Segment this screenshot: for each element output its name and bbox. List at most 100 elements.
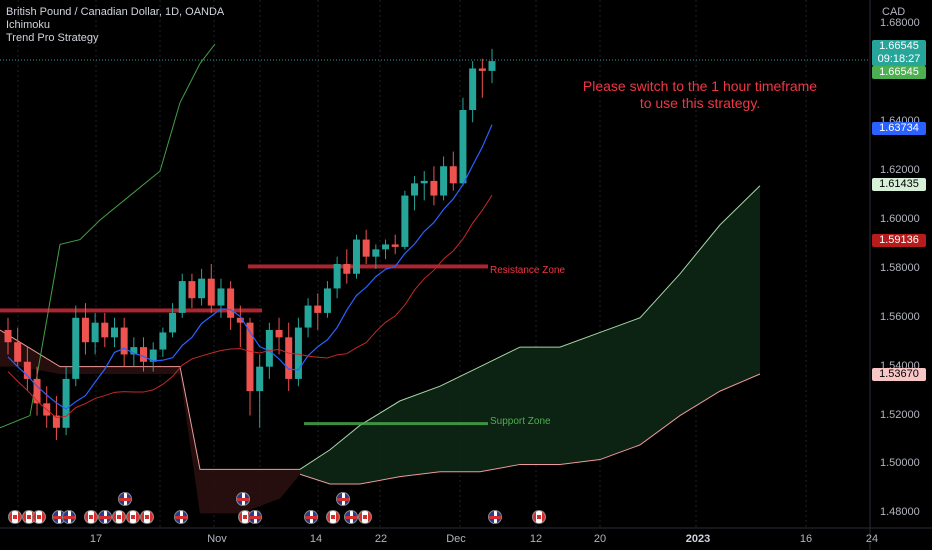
warning-line-2: to use this strategy.	[639, 95, 761, 111]
time-tick-label: 16	[799, 533, 813, 545]
candle-down	[120, 327, 128, 355]
conversion-line	[7, 124, 493, 410]
candle-up	[265, 330, 273, 367]
resistance-zone-left	[0, 308, 262, 313]
candle-up	[420, 180, 428, 184]
candle-up	[130, 347, 138, 355]
uk-flag-event-icon[interactable]	[98, 510, 112, 524]
ca-flag-event-icon[interactable]	[84, 510, 98, 524]
candle-down	[236, 317, 244, 323]
ca-flag-event-icon[interactable]	[140, 510, 154, 524]
ca-flag-event-icon[interactable]	[358, 510, 372, 524]
uk-flag-event-icon[interactable]	[336, 492, 350, 506]
price-tick-label: 1.48000	[880, 506, 920, 519]
candle-down	[391, 244, 399, 247]
ca-flag-event-icon[interactable]	[326, 510, 340, 524]
price-label: 1.59136	[872, 234, 926, 248]
candle-down	[449, 166, 457, 184]
currency-label: CAD	[882, 6, 906, 18]
candle-up	[440, 166, 448, 196]
price-label-value: 1.63734	[879, 121, 919, 134]
price-label: 1.61435	[872, 177, 926, 191]
support-zone	[304, 422, 488, 426]
candle-up	[256, 366, 264, 392]
candle-up	[178, 281, 186, 313]
resistance-zone-label: Resistance Zone	[490, 265, 566, 276]
price-tick-label: 1.52000	[880, 408, 920, 421]
indicator-ichimoku[interactable]: Ichimoku	[6, 19, 51, 31]
leading-span-b-past	[0, 329, 300, 470]
candle-down	[23, 361, 31, 379]
price-label-value: 1.53670	[879, 367, 919, 380]
candle-down	[4, 330, 12, 343]
candle-up	[459, 110, 467, 184]
uk-flag-event-icon[interactable]	[344, 510, 358, 524]
time-tick-label: Dec	[446, 533, 466, 545]
ca-flag-event-icon[interactable]	[112, 510, 126, 524]
candle-up	[382, 244, 390, 250]
leading-span-b	[299, 373, 761, 485]
candle-down	[314, 305, 322, 313]
candle-down	[478, 68, 486, 71]
candle-up	[304, 305, 312, 328]
price-tick-label: 1.60000	[880, 213, 920, 225]
candle-down	[227, 288, 235, 318]
candle-down	[246, 322, 254, 392]
time-tick-label: Nov	[207, 533, 227, 545]
candle-up	[323, 288, 331, 313]
time-tick-label: 20	[593, 533, 607, 545]
candle-down	[101, 322, 109, 338]
candle-down	[188, 281, 196, 299]
uk-flag-event-icon[interactable]	[488, 510, 502, 524]
candle-down	[285, 337, 293, 379]
uk-flag-event-icon[interactable]	[118, 492, 132, 506]
warning-line-1: Please switch to the 1 hour timeframe	[582, 78, 818, 94]
uk-flag-event-icon[interactable]	[62, 510, 76, 524]
candle-up	[401, 195, 409, 247]
candle-up	[217, 288, 225, 306]
candle-up	[159, 332, 167, 350]
candle-up	[169, 312, 177, 333]
ca-flag-event-icon[interactable]	[32, 510, 46, 524]
indicator-trend-pro[interactable]: Trend Pro Strategy	[6, 32, 99, 44]
uk-flag-event-icon[interactable]	[174, 510, 188, 524]
price-tick-label: 1.68000	[880, 17, 920, 30]
price-label-value: 1.61435	[879, 177, 919, 190]
candle-down	[207, 278, 215, 306]
candle-down	[14, 342, 22, 362]
ca-flag-event-icon[interactable]	[532, 510, 546, 524]
candle-down	[52, 415, 60, 428]
candle-up	[110, 327, 118, 338]
candle-down	[140, 347, 148, 362]
ichimoku-cloud-bull	[300, 185, 760, 484]
candle-down	[33, 378, 41, 404]
candle-down	[275, 330, 283, 338]
price-tick-label: 1.62000	[880, 164, 920, 177]
price-label: 1.63734	[872, 121, 926, 135]
price-label-countdown: 09:18:27	[877, 53, 921, 65]
timeframe-warning: Please switch to the 1 hour timeframe to…	[560, 78, 840, 112]
ca-flag-event-icon[interactable]	[8, 510, 22, 524]
candle-up	[469, 68, 477, 110]
time-tick-label: 2023	[685, 533, 711, 545]
resistance-zone-right	[248, 264, 488, 269]
price-label: 1.53670	[872, 367, 926, 381]
symbol-title[interactable]: British Pound / Canadian Dollar, 1D, OAN…	[6, 6, 225, 18]
candle-up	[352, 239, 360, 274]
candle-down	[81, 317, 89, 343]
uk-flag-event-icon[interactable]	[236, 492, 250, 506]
candle-up	[294, 327, 302, 379]
price-tick-label: 1.56000	[880, 310, 920, 323]
uk-flag-event-icon[interactable]	[248, 510, 262, 524]
price-label-value: 1.59136	[879, 234, 919, 247]
candle-down	[362, 239, 370, 257]
price-label: 1.66545 09:18:27	[872, 40, 926, 66]
ca-flag-event-icon[interactable]	[126, 510, 140, 524]
support-zone-label: Support Zone	[490, 416, 551, 427]
candle-down	[343, 264, 351, 274]
leading-span-a	[299, 185, 761, 470]
candle-up	[149, 349, 157, 362]
uk-flag-event-icon[interactable]	[304, 510, 318, 524]
lagging-span	[0, 43, 216, 429]
